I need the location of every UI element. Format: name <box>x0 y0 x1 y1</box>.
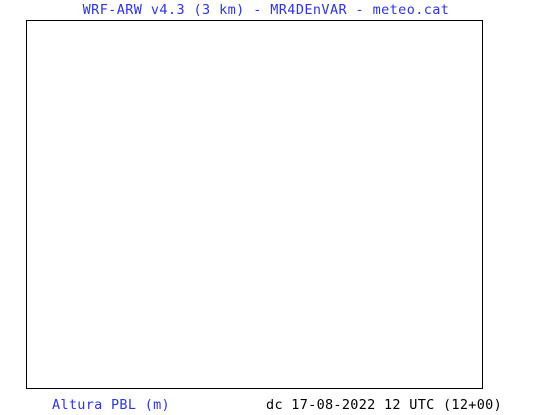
map-frame <box>26 20 483 389</box>
variable-label: Altura PBL (m) <box>52 397 170 413</box>
run-timestamp: dc 17-08-2022 12 UTC (12+00) <box>266 397 502 413</box>
page-title: WRF-ARW v4.3 (3 km) - MR4DEnVAR - meteo.… <box>82 2 450 18</box>
